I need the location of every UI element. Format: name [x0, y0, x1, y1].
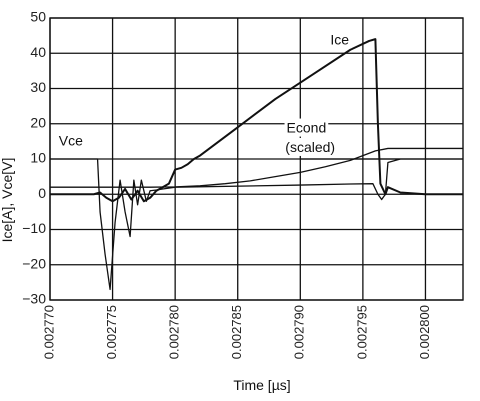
- annotation-label: Ice: [330, 31, 349, 47]
- annotation-label: Econd: [287, 120, 327, 136]
- series-line: [50, 158, 463, 291]
- x-tick-label: 0.002800: [417, 305, 432, 359]
- series-line: [50, 147, 463, 188]
- annotation-label: Vce: [59, 133, 83, 149]
- y-tick-label: 50: [30, 9, 46, 25]
- plot-frame: [49, 17, 464, 301]
- series-group: [50, 38, 463, 291]
- y-tick-label: 40: [30, 44, 46, 60]
- annotation-background: [56, 131, 86, 150]
- x-tick-label: 0.002780: [167, 305, 182, 359]
- x-axis-title: Time [µs]: [233, 377, 290, 393]
- y-tick-label: −30: [22, 291, 46, 307]
- y-tick-label: 10: [30, 150, 46, 166]
- y-tick-label: −20: [22, 255, 46, 271]
- y-tick-label: 20: [30, 114, 46, 130]
- series-line: [50, 38, 463, 203]
- x-tick-label: 0.002770: [41, 305, 56, 359]
- x-tick-labels: 0.002770 0.002775 0.002780 0.002785 0.002790…: [41, 305, 431, 359]
- y-tick-label: 0: [38, 185, 46, 201]
- y-tick-labels: −30 −20 −10 0 10 20 30 40 50: [22, 9, 46, 307]
- annotation-label: (scaled): [285, 139, 335, 155]
- annotation-background: [328, 30, 352, 49]
- x-tick-label: 0.002790: [292, 305, 307, 359]
- annotations: Vce Ice Econd (scaled): [56, 30, 352, 156]
- y-tick-label: 30: [30, 79, 46, 95]
- y-axis-title: Ice[A], Vce[V]: [0, 158, 15, 243]
- annotation-background: [284, 118, 329, 137]
- x-tick-label: 0.002795: [354, 305, 369, 359]
- x-tick-label: 0.002775: [104, 305, 119, 359]
- y-tick-label: −10: [22, 220, 46, 236]
- annotation-background: [283, 137, 338, 156]
- x-tick-label: 0.002785: [229, 305, 244, 359]
